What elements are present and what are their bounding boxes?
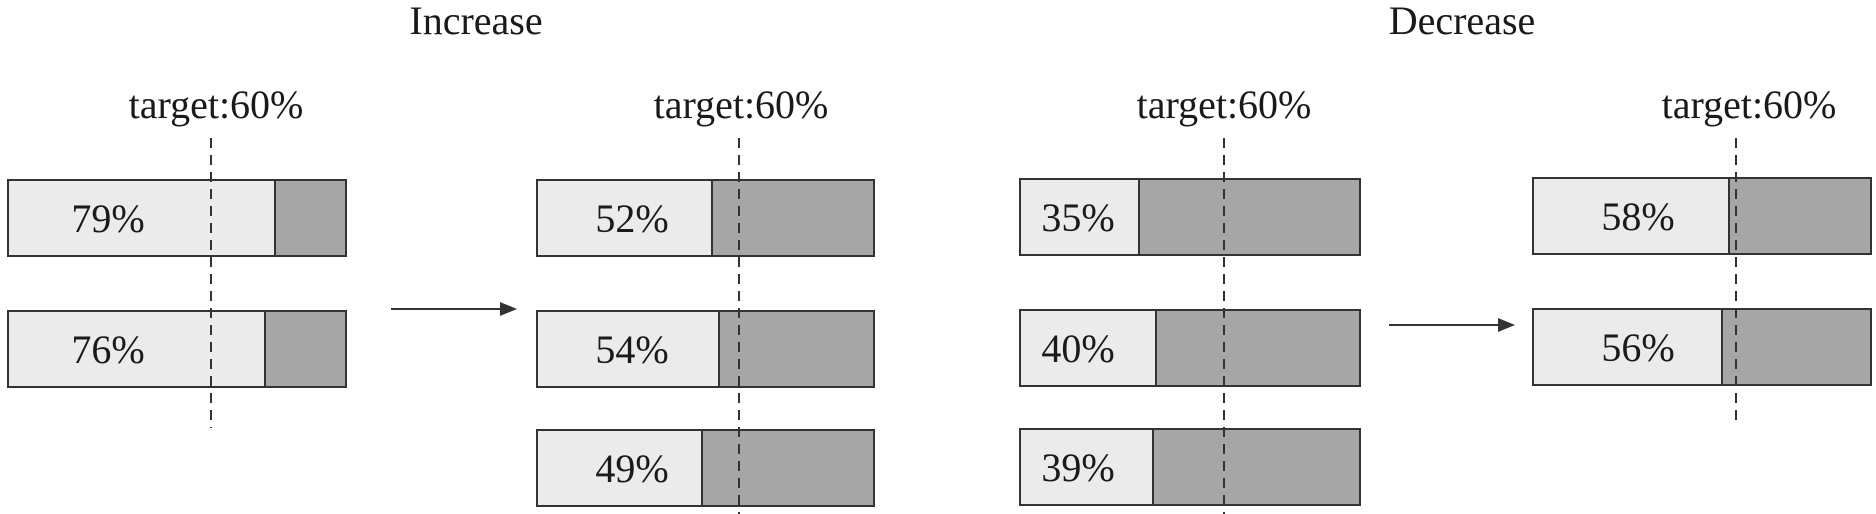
bar-filled-segment (1533, 309, 1722, 385)
bar-decrease-after-1: 58% (1532, 177, 1872, 255)
bar-filled-segment (1020, 310, 1156, 386)
bar-filled-segment (8, 180, 275, 256)
bar-outline (1532, 177, 1872, 255)
bar-outline (536, 429, 875, 507)
bar-value-label: 49% (595, 446, 668, 491)
bar-remainder-segment (719, 311, 874, 387)
bar-value-label: 76% (71, 327, 144, 372)
bar-outline (1019, 309, 1361, 387)
bars-layer: 79% 76% 52% 54% 49% 35% 40% 39% 58% 56% (7, 138, 1872, 514)
bar-outline (7, 179, 347, 257)
bar-outline (1532, 308, 1872, 386)
bar-remainder-segment (275, 180, 346, 256)
bar-filled-segment (537, 430, 702, 506)
bar-value-label: 56% (1601, 325, 1674, 370)
target-label-increase-after: target:60% (654, 82, 829, 127)
bar-remainder-segment (712, 180, 874, 256)
arrow-decrease (1389, 318, 1515, 332)
target-label-decrease-before: target:60% (1137, 82, 1312, 127)
bar-remainder-segment (1156, 310, 1360, 386)
bar-remainder-segment (1139, 179, 1360, 255)
bar-value-label: 79% (71, 196, 144, 241)
arrow-increase (391, 302, 517, 316)
bar-outline (536, 179, 875, 257)
bar-remainder-segment (702, 430, 874, 506)
bar-decrease-before-3: 39% (1019, 428, 1361, 506)
bar-value-label: 35% (1041, 195, 1114, 240)
bar-filled-segment (537, 180, 712, 256)
bar-value-label: 52% (595, 196, 668, 241)
bar-increase-before-2: 76% (7, 310, 347, 388)
section-title-increase: Increase (409, 0, 542, 43)
bar-increase-after-3: 49% (536, 429, 875, 507)
bar-decrease-after-2: 56% (1532, 308, 1872, 386)
bar-outline (1019, 428, 1361, 506)
bar-value-label: 54% (595, 327, 668, 372)
bar-filled-segment (1020, 179, 1139, 255)
target-label-increase-before: target:60% (129, 82, 304, 127)
section-title-decrease: Decrease (1389, 0, 1536, 43)
bar-increase-before-1: 79% (7, 179, 347, 257)
bar-value-label: 40% (1041, 326, 1114, 371)
bar-value-label: 39% (1041, 445, 1114, 490)
bar-outline (536, 310, 875, 388)
bar-remainder-segment (1153, 429, 1360, 505)
bar-increase-after-1: 52% (536, 179, 875, 257)
bar-decrease-before-1: 35% (1019, 178, 1361, 256)
bar-filled-segment (1020, 429, 1153, 505)
bar-outline (1019, 178, 1361, 256)
target-label-decrease-after: target:60% (1662, 82, 1837, 127)
bar-decrease-before-2: 40% (1019, 309, 1361, 387)
bar-filled-segment (537, 311, 719, 387)
bar-remainder-segment (1722, 309, 1871, 385)
bar-filled-segment (1533, 178, 1729, 254)
bar-outline (7, 310, 347, 388)
bar-increase-after-2: 54% (536, 310, 875, 388)
bar-value-label: 58% (1601, 194, 1674, 239)
bar-remainder-segment (265, 311, 346, 387)
bar-filled-segment (8, 311, 265, 387)
bar-remainder-segment (1729, 178, 1871, 254)
